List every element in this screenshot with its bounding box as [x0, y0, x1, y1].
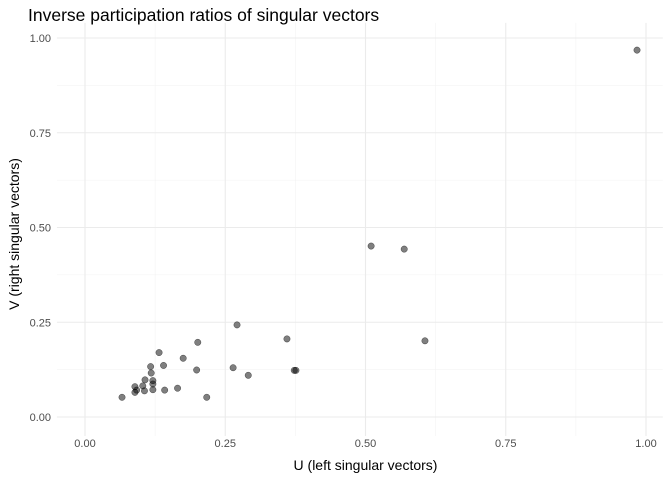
data-point — [141, 387, 148, 395]
x-tick-label: 0.50 — [355, 438, 376, 450]
data-point — [155, 349, 163, 357]
data-point — [367, 242, 375, 250]
data-point — [147, 369, 155, 377]
data-point — [147, 363, 155, 371]
data-point — [133, 386, 141, 394]
y-tick-label: 0.75 — [30, 128, 51, 140]
ticks: 0.00 0.25 0.50 0.75 1.00 0.00 0.25 0.50 0.75 1.00 — [30, 33, 657, 450]
points — [118, 46, 641, 401]
x-tick-label: 0.75 — [495, 438, 516, 450]
data-point — [193, 366, 201, 374]
x-tick-label: 0.00 — [74, 438, 95, 450]
y-tick-label: 0.00 — [30, 412, 51, 424]
x-axis-label: U (left singular vectors) — [294, 457, 438, 473]
data-point — [421, 337, 429, 345]
x-tick-label: 1.00 — [635, 438, 656, 450]
y-axis-label: V (right singular vectors) — [6, 158, 22, 310]
data-point — [161, 386, 169, 394]
data-point — [400, 245, 408, 253]
data-point — [149, 386, 157, 394]
data-point — [141, 376, 149, 384]
y-tick-label: 1.00 — [30, 33, 51, 45]
data-point — [179, 354, 187, 362]
data-point — [174, 384, 182, 392]
y-tick-label: 0.50 — [30, 223, 51, 235]
y-tick-label: 0.25 — [30, 317, 51, 329]
data-point — [244, 371, 252, 379]
chart-title: Inverse participation ratios of singular… — [28, 5, 379, 25]
data-point — [233, 321, 241, 329]
data-point — [194, 338, 202, 346]
data-point — [118, 393, 126, 401]
data-point — [283, 335, 291, 343]
data-point — [229, 364, 237, 372]
data-point — [160, 362, 167, 369]
data-point — [203, 393, 211, 401]
data-point — [292, 366, 300, 374]
x-tick-label: 0.25 — [215, 438, 236, 450]
data-point — [633, 46, 641, 54]
grid — [56, 22, 663, 436]
